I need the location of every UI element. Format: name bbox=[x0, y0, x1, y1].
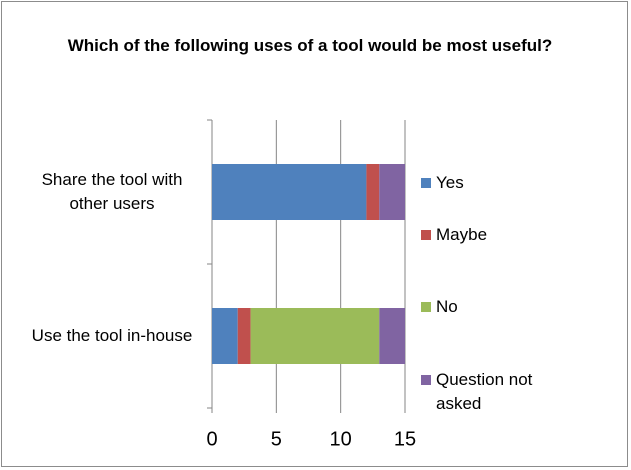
y-tick-label: Use the tool in-house bbox=[31, 326, 193, 345]
x-tick-label: 15 bbox=[394, 428, 416, 450]
legend-swatch bbox=[421, 230, 431, 240]
bar-segment bbox=[212, 308, 238, 364]
bar-segment bbox=[379, 164, 405, 220]
x-tick-label: 0 bbox=[206, 428, 217, 450]
legend-swatch bbox=[421, 178, 431, 188]
bar-segment bbox=[379, 308, 405, 364]
bar-segment bbox=[212, 164, 367, 220]
legend-label: Question not asked bbox=[436, 370, 533, 413]
legend-label: No bbox=[436, 297, 458, 316]
chart-title: Which of the following uses of a tool wo… bbox=[67, 36, 553, 55]
bar-segment bbox=[237, 308, 251, 364]
legend-label: Maybe bbox=[436, 225, 488, 244]
x-tick-label: 10 bbox=[330, 428, 352, 450]
bar-segment bbox=[250, 308, 380, 364]
legend-label: Yes bbox=[436, 173, 464, 192]
legend-swatch bbox=[421, 302, 431, 312]
legend-swatch bbox=[421, 375, 431, 385]
x-tick-label: 5 bbox=[271, 428, 282, 450]
y-tick-label: Share the tool with other users bbox=[41, 170, 183, 213]
bar-segment bbox=[366, 164, 380, 220]
